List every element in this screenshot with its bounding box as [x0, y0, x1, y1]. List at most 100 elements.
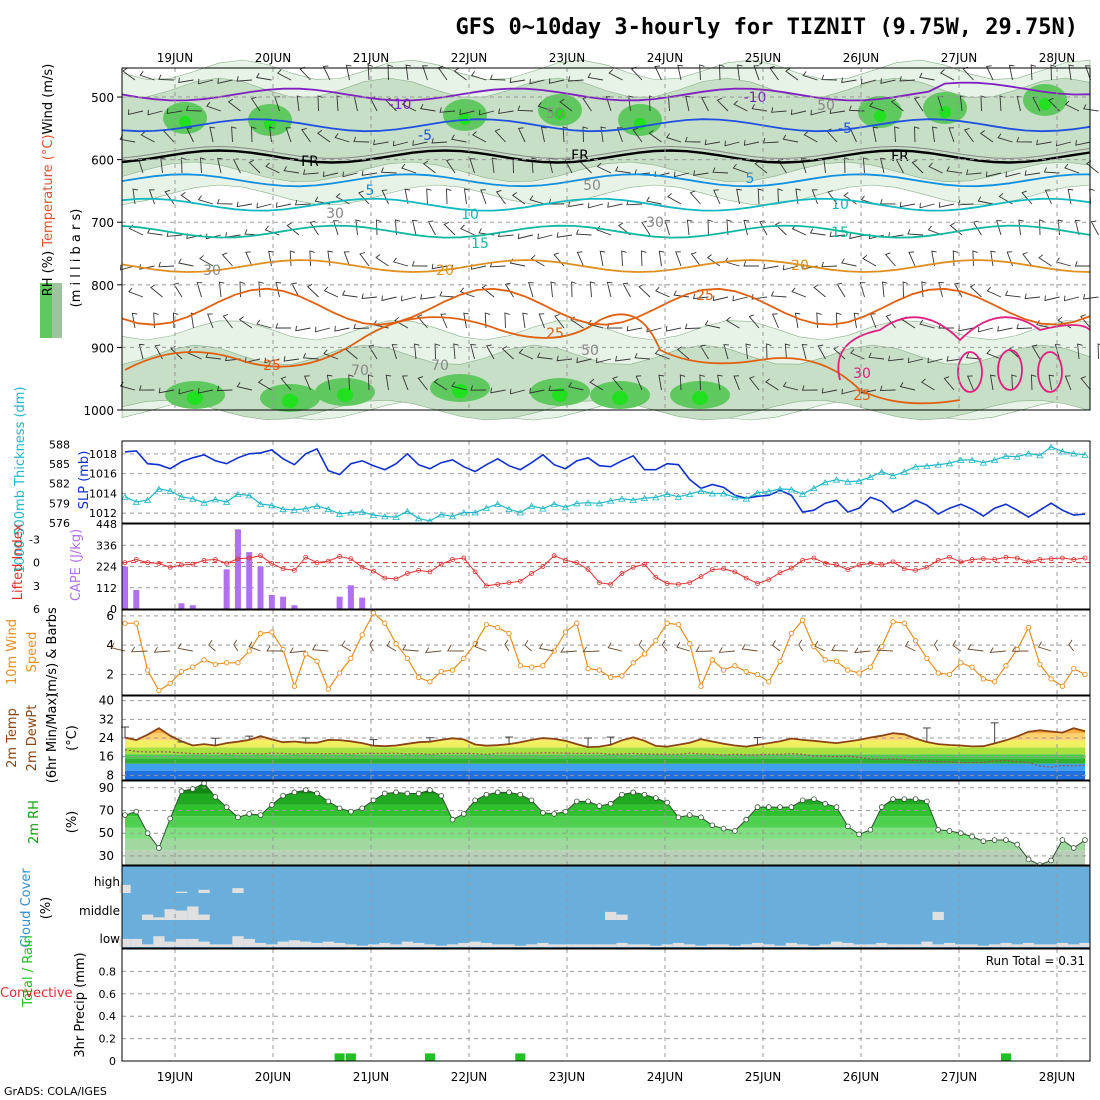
cloud-bar-low [977, 945, 990, 947]
rh-marker [720, 825, 727, 832]
wind-barb [716, 97, 729, 112]
wind-barb [699, 344, 709, 360]
wind-barb [367, 64, 374, 81]
wind-barb [785, 67, 799, 81]
li-marker [156, 561, 162, 566]
wind-barb [345, 64, 352, 81]
wind-barb [795, 188, 801, 205]
wind-barb [943, 376, 955, 391]
wind-barb [977, 196, 994, 205]
cloud-bar-low [480, 942, 493, 947]
wind-barb [596, 225, 612, 236]
li-marker [913, 567, 918, 573]
wind-barb [385, 374, 392, 391]
li-marker [721, 566, 726, 572]
wind-speed-marker [404, 655, 411, 662]
ylabel-part: Cloud Cover [19, 868, 34, 948]
wind-barb [303, 169, 319, 175]
y-tick-label: 800 [91, 279, 114, 293]
wind-barb [1044, 295, 1060, 302]
wind-barb [849, 233, 865, 240]
surface-wind-barb [1037, 641, 1052, 652]
wind-barb [732, 163, 748, 174]
wind-barb [743, 140, 760, 146]
wind-barb [582, 126, 588, 143]
wind-barb [888, 355, 904, 362]
thickness-marker [934, 461, 942, 468]
thickness-marker [968, 456, 976, 463]
contour-label-rh50: 50 [817, 98, 835, 114]
wind-speed-marker [1048, 676, 1054, 682]
li-marker [495, 581, 501, 587]
wind-speed-marker [212, 661, 219, 667]
ylabel-part: Wind (m/s) [41, 64, 56, 135]
wind-barb [393, 140, 409, 147]
wind-barb [216, 198, 233, 205]
wind-barb [1030, 374, 1037, 391]
cape-bar [359, 597, 366, 609]
cloud-bar-high [119, 884, 131, 893]
wind-barb [392, 257, 409, 267]
wind-barb [150, 284, 163, 298]
cloud-bar-low [221, 944, 233, 947]
wind-barb [801, 385, 818, 391]
wind-barb [529, 195, 545, 205]
contour-label-rh30: 30 [203, 263, 221, 279]
cloud-bar-middle [164, 909, 176, 920]
wind-barb [783, 264, 799, 271]
rh-marker [517, 791, 524, 798]
wind-barb [919, 319, 935, 329]
panel-frame [121, 865, 1091, 949]
surface-wind-barb [904, 640, 916, 652]
wind-tick-label: 6 [106, 609, 114, 623]
wind-barb [217, 157, 223, 174]
wind-barb [529, 387, 545, 394]
contour-label-m10: -10 [744, 90, 767, 106]
panel-frame [121, 440, 1091, 524]
li-marker [1014, 555, 1020, 561]
wind-barb [139, 71, 155, 81]
rh-marker [573, 798, 580, 805]
wind-barb [257, 378, 272, 391]
wind-speed-marker [359, 632, 365, 638]
cloud-bar-low [367, 944, 380, 947]
ylabel-part: (°C) [65, 725, 80, 751]
contour-label-rh50: 50 [546, 106, 564, 122]
thickness-marker [539, 505, 547, 512]
rh-marker [291, 789, 298, 796]
wind-barb [559, 98, 573, 112]
wind-barb [827, 190, 838, 205]
thickness-marker [369, 511, 378, 518]
surface-wind-barb [854, 647, 871, 654]
wind-barb [139, 264, 155, 270]
wind-barb [285, 127, 292, 143]
thickness-marker [211, 496, 220, 503]
wind-barb [674, 171, 690, 178]
wind-speed-marker [235, 660, 241, 666]
cloud-bar-low [333, 942, 346, 947]
rh-marker [257, 812, 264, 818]
date-label-top: 27JUN [941, 51, 978, 65]
rh-marker [494, 789, 501, 796]
rh-marker [664, 799, 670, 806]
wind-barb [248, 159, 261, 174]
surface-wind-barb [798, 639, 803, 652]
wind-barb [323, 349, 339, 360]
wind-barb [275, 281, 282, 298]
wind-barb [684, 136, 701, 143]
cloud-bar-low [153, 936, 165, 947]
wind-barb [733, 100, 748, 112]
cloud-bar-low [424, 944, 436, 947]
wind-barb [928, 162, 943, 174]
wind-barb [914, 126, 920, 143]
wind-speed-marker [574, 620, 580, 626]
wind-barb [453, 67, 467, 81]
li-marker [450, 557, 455, 562]
date-label-bottom: 28JUN [1039, 1070, 1076, 1084]
slp-line [124, 447, 1086, 519]
wind-barb [160, 157, 166, 174]
wind-barb [353, 323, 370, 330]
thickness-tick-label: 582 [49, 478, 70, 491]
ylabel-part: (6hr Min/Max) [45, 693, 60, 783]
contour-label-t25: 25 [263, 358, 281, 374]
